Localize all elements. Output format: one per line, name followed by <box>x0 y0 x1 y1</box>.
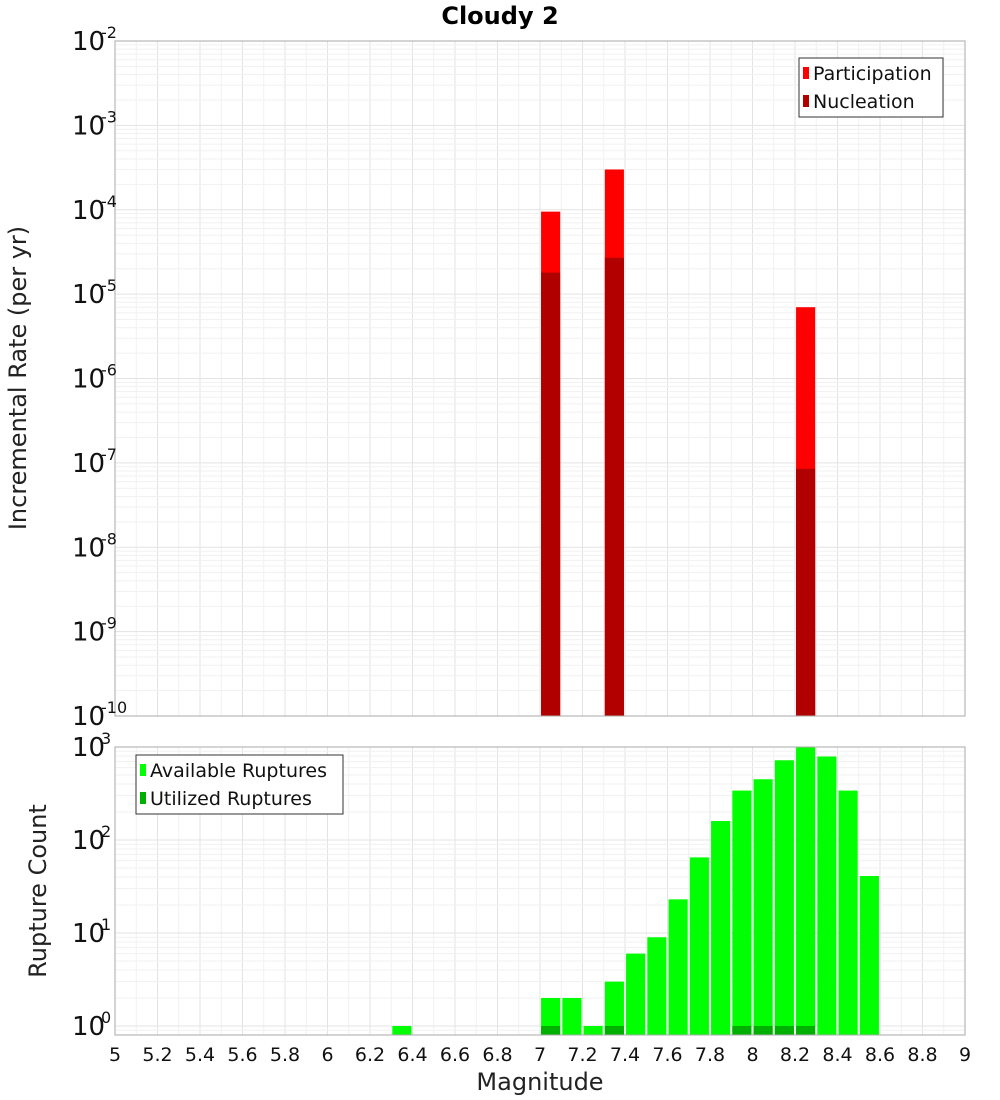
x-tick-label: 7.4 <box>610 1044 640 1066</box>
x-tick-label: 6.4 <box>397 1044 427 1066</box>
available-ruptures-legend-swatch <box>140 764 146 776</box>
x-tick-label: 8.8 <box>907 1044 937 1066</box>
count-plot-frame <box>114 746 966 1036</box>
available-ruptures-bar <box>392 1025 412 1035</box>
available-ruptures-bar <box>541 997 561 1035</box>
x-tick-label: 8.6 <box>865 1044 895 1066</box>
available-ruptures-bar <box>796 747 816 1035</box>
x-tick-label: 7.8 <box>695 1044 725 1066</box>
utilized-ruptures-bar <box>604 1025 624 1035</box>
x-tick-label: 8 <box>746 1044 758 1066</box>
utilized-ruptures-legend-label: Utilized Ruptures <box>150 788 312 810</box>
count-legend-box <box>135 754 344 815</box>
rate-y-tick-exponent: -9 <box>101 614 117 633</box>
rate-y-tick-exponent: -3 <box>101 107 117 126</box>
nucleation-bar <box>604 257 624 716</box>
rate-legend-box <box>798 57 944 118</box>
count-y-tick-label: 10 <box>72 919 105 949</box>
rate-plot-grid <box>114 40 966 717</box>
rate-plot-bars <box>541 169 816 716</box>
utilized-ruptures-bar <box>774 1025 794 1035</box>
count-y-axis-label: Rupture Count <box>24 804 52 978</box>
x-tick-label: 5 <box>109 1044 121 1066</box>
magnitude-x-tick-labels: 5 5.2 5.4 5.6 5.8 6 6.2 6.4 6.6 6.8 7 7.2 7.4 7.6 7.8 8… <box>109 1044 971 1066</box>
participation-legend-label: Participation <box>813 63 932 85</box>
available-ruptures-bar <box>817 756 837 1035</box>
count-y-tick-exponent: 2 <box>101 822 111 841</box>
nucleation-legend-label: Nucleation <box>813 91 915 113</box>
rate-y-tick-exponent: -7 <box>101 445 117 464</box>
rate-y-tick-label: 10 <box>72 111 105 141</box>
rate-y-tick-label: 10 <box>72 365 105 395</box>
rate-y-tick-label: 10 <box>72 533 105 563</box>
available-ruptures-bar <box>753 779 773 1035</box>
x-tick-label: 7 <box>534 1044 546 1066</box>
rate-y-tick-exponent: -2 <box>101 23 117 42</box>
x-tick-label: 7.2 <box>567 1044 597 1066</box>
x-tick-label: 6 <box>321 1044 333 1066</box>
nucleation-bar <box>796 468 816 716</box>
rate-y-tick-label: 10 <box>72 27 105 57</box>
count-y-tick-exponent: 1 <box>101 915 111 934</box>
rate-y-tick-exponent: -5 <box>101 276 117 295</box>
nucleation-legend-swatch <box>803 95 809 107</box>
available-ruptures-bar <box>604 981 624 1035</box>
participation-legend-swatch <box>803 67 809 79</box>
x-tick-label: 5.4 <box>185 1044 215 1066</box>
x-tick-label: 5.2 <box>142 1044 172 1066</box>
available-ruptures-bar <box>859 876 879 1035</box>
x-tick-label: 5.8 <box>270 1044 300 1066</box>
available-ruptures-bar <box>583 1025 603 1035</box>
x-tick-label: 5.6 <box>227 1044 257 1066</box>
count-y-tick-label: 10 <box>72 733 105 763</box>
count-legend: Available Ruptures Utilized Ruptures <box>135 754 344 815</box>
x-tick-label: 6.2 <box>355 1044 385 1066</box>
x-tick-label: 8.4 <box>822 1044 852 1066</box>
utilized-ruptures-legend-swatch <box>140 792 146 804</box>
available-ruptures-bar <box>668 899 688 1035</box>
rate-y-tick-exponent: -10 <box>101 698 127 717</box>
rate-y-tick-exponent: -8 <box>101 529 117 548</box>
x-tick-label: 6.8 <box>482 1044 512 1066</box>
count-y-tick-label: 10 <box>72 826 105 856</box>
x-tick-label: 9 <box>959 1044 971 1066</box>
available-ruptures-legend-label: Available Ruptures <box>150 760 327 782</box>
utilized-ruptures-bar <box>796 1025 816 1035</box>
rate-y-tick-label: 10 <box>72 618 105 648</box>
available-ruptures-bar <box>689 857 709 1035</box>
count-y-tick-label: 10 <box>72 1012 105 1042</box>
available-ruptures-bar <box>774 760 794 1035</box>
nucleation-bar <box>541 272 561 716</box>
chart-title: Cloudy 2 <box>441 2 558 30</box>
available-ruptures-bar <box>647 937 667 1035</box>
x-tick-label: 7.6 <box>652 1044 682 1066</box>
magnitude-x-axis-label: Magnitude <box>476 1068 603 1096</box>
rate-y-tick-label: 10 <box>72 196 105 226</box>
utilized-ruptures-bar <box>732 1025 752 1035</box>
available-ruptures-bar <box>838 790 858 1035</box>
available-ruptures-bar <box>732 790 752 1035</box>
rate-y-tick-exponent: -4 <box>101 192 117 211</box>
utilized-ruptures-bar <box>753 1025 773 1035</box>
available-ruptures-bar <box>626 953 646 1035</box>
rate-y-tick-label: 10 <box>72 449 105 479</box>
rate-legend: Participation Nucleation <box>798 57 944 118</box>
utilized-ruptures-bar <box>541 1025 561 1035</box>
available-ruptures-bar <box>562 997 582 1035</box>
x-tick-label: 6.6 <box>440 1044 470 1066</box>
count-y-tick-exponent: 0 <box>101 1008 111 1027</box>
count-y-tick-exponent: 3 <box>101 729 111 748</box>
available-ruptures-bar <box>711 821 731 1035</box>
x-tick-label: 8.2 <box>780 1044 810 1066</box>
rate-y-tick-label: 10 <box>72 702 105 732</box>
rate-y-tick-label: 10 <box>72 280 105 310</box>
rate-plot-frame <box>114 40 966 717</box>
rate-y-tick-exponent: -6 <box>101 361 117 380</box>
count-plot-bars <box>392 747 879 1035</box>
rate-y-axis-label: Incremental Rate (per yr) <box>4 226 32 530</box>
rate-y-tick-labels: 10-210-310-410-510-610-710-810-910-10 <box>72 23 127 732</box>
